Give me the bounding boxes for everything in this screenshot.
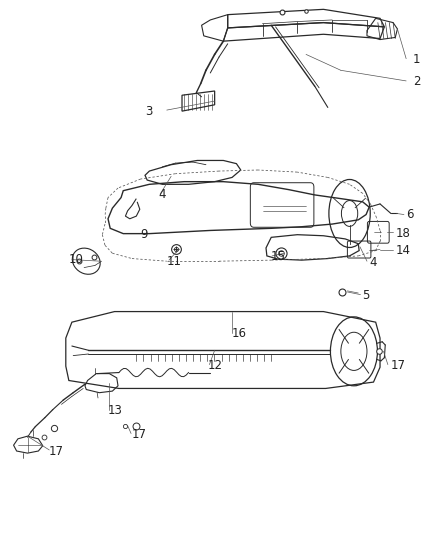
Text: 13: 13 <box>108 404 123 417</box>
Text: 16: 16 <box>232 327 247 341</box>
Text: 3: 3 <box>145 104 152 118</box>
Text: 4: 4 <box>158 189 166 201</box>
Text: 9: 9 <box>141 228 148 241</box>
Text: 12: 12 <box>208 359 223 372</box>
Text: 4: 4 <box>369 256 377 269</box>
Text: 17: 17 <box>48 445 64 457</box>
Text: 18: 18 <box>395 227 410 240</box>
Text: 10: 10 <box>69 253 84 266</box>
Text: 1: 1 <box>413 53 420 66</box>
Text: 14: 14 <box>395 244 410 257</box>
Text: 6: 6 <box>406 208 413 221</box>
Text: 11: 11 <box>167 255 182 268</box>
Text: 17: 17 <box>132 428 147 441</box>
Text: 17: 17 <box>391 359 406 372</box>
Text: 2: 2 <box>413 76 420 88</box>
Text: 5: 5 <box>363 289 370 302</box>
Text: 15: 15 <box>270 250 285 263</box>
